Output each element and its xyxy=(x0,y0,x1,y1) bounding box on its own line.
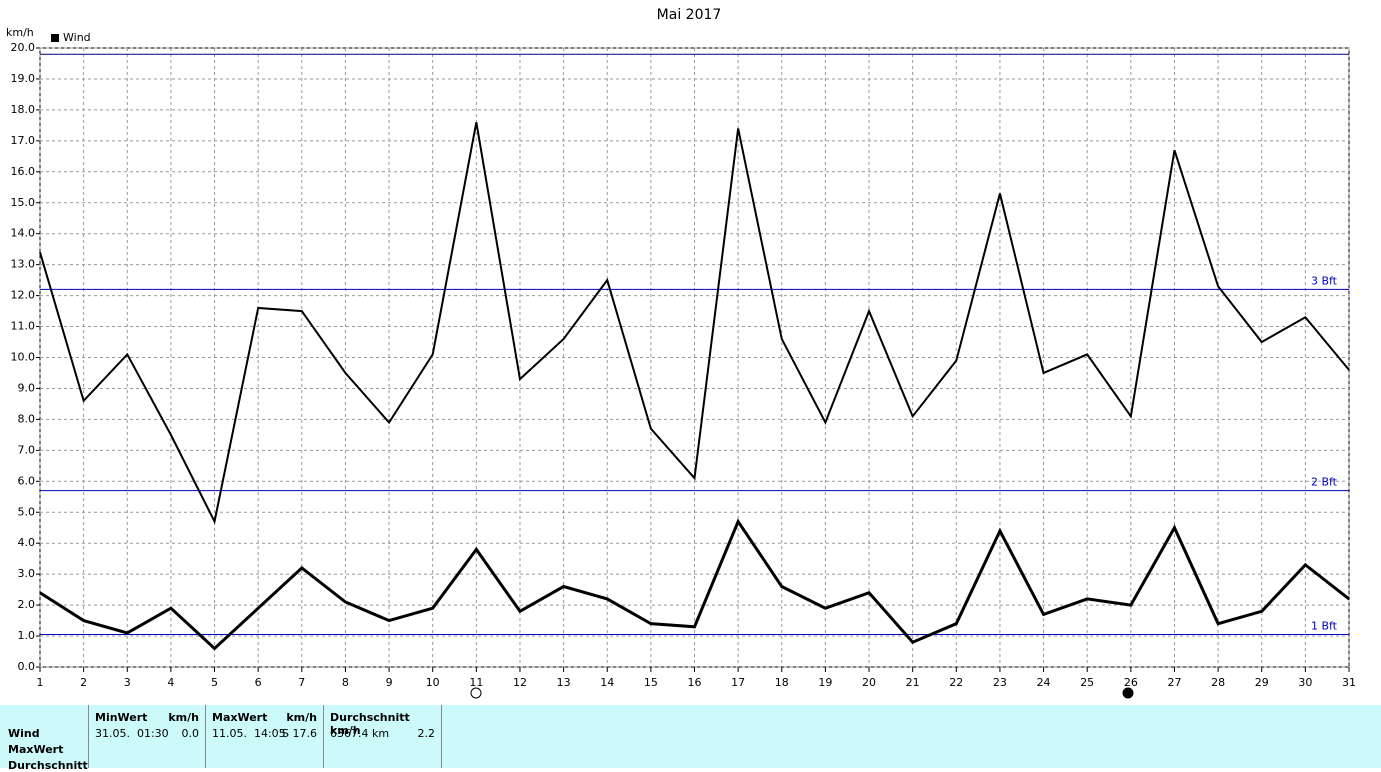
y-tick-label: 17.0 xyxy=(11,134,36,147)
y-tick-label: 3.0 xyxy=(18,567,36,580)
x-tick-label: 23 xyxy=(993,676,1007,689)
y-tick-label: 18.0 xyxy=(11,103,36,116)
x-tick-label: 27 xyxy=(1167,676,1181,689)
moon-new xyxy=(1122,687,1134,699)
column-header: MinWert xyxy=(95,711,148,724)
row-label: Wind xyxy=(8,727,40,740)
column-unit: km/h xyxy=(168,711,199,724)
x-tick-label: 24 xyxy=(1037,676,1051,689)
chart: Mai 2017 km/h 0.0 1.0 2.0 3.0 4.0 5.0 6.0 7.0 8.… xyxy=(6,7,1357,699)
y-tick-label: 16.0 xyxy=(11,165,36,178)
x-tick-label: 19 xyxy=(818,676,832,689)
x-tick-label: 6 xyxy=(255,676,262,689)
y-tick-label: 5.0 xyxy=(18,505,36,518)
stats-column: MinWert km/h 31.05. 01:30 0.0 xyxy=(88,705,205,768)
plot-area: 0.01.02.03.04.05.06.07.08.09.010.011.012… xyxy=(11,31,1357,689)
column-header: MaxWert xyxy=(212,711,268,724)
y-tick-label: 0.0 xyxy=(18,660,36,673)
row-label: Durchschnitt xyxy=(8,759,88,772)
y-tick-label: 13.0 xyxy=(11,258,36,271)
x-tick-label: 20 xyxy=(862,676,876,689)
x-tick-label: 12 xyxy=(513,676,527,689)
x-tick-label: 11 xyxy=(469,676,483,689)
x-tick-label: 8 xyxy=(342,676,349,689)
x-tick-label: 2 xyxy=(80,676,87,689)
legend-swatch xyxy=(51,34,59,42)
x-tick-label: 7 xyxy=(298,676,305,689)
x-tick-label: 22 xyxy=(949,676,963,689)
x-tick-label: 14 xyxy=(600,676,614,689)
y-axis-label: km/h xyxy=(6,26,34,39)
stats-panel: Wind MaxWert Durchschnitt MinWert km/h 3… xyxy=(0,705,1381,772)
y-tick-label: 11.0 xyxy=(11,320,36,333)
x-tick-label: 30 xyxy=(1298,676,1312,689)
x-tick-label: 1 xyxy=(37,676,44,689)
x-tick-label: 13 xyxy=(557,676,571,689)
stat-date: 11.05. 14:05 xyxy=(212,727,286,740)
x-tick-label: 25 xyxy=(1080,676,1094,689)
x-tick-label: 15 xyxy=(644,676,658,689)
y-tick-label: 19.0 xyxy=(11,72,36,85)
y-tick-label: 4.0 xyxy=(18,536,36,549)
stats-column: Durchschnitt km/h 6367.4 km 2.2 xyxy=(323,705,442,768)
x-tick-label: 28 xyxy=(1211,676,1225,689)
x-tick-label: 18 xyxy=(775,676,789,689)
legend-label: Wind xyxy=(63,31,91,44)
y-tick-label: 2.0 xyxy=(18,598,36,611)
y-tick-label: 7.0 xyxy=(18,443,36,456)
reference-label: 3 Bft xyxy=(1311,274,1338,287)
y-tick-label: 15.0 xyxy=(11,196,36,209)
x-tick-label: 26 xyxy=(1124,676,1138,689)
y-tick-label: 10.0 xyxy=(11,351,36,364)
x-tick-label: 16 xyxy=(688,676,702,689)
y-tick-label: 14.0 xyxy=(11,227,36,240)
y-tick-label: 9.0 xyxy=(18,381,36,394)
column-unit: km/h xyxy=(286,711,317,724)
y-tick-label: 20.0 xyxy=(11,41,36,54)
series-line xyxy=(39,518,1350,651)
series-line xyxy=(39,122,1350,525)
y-tick-label: 8.0 xyxy=(18,412,36,425)
stats-column: MaxWert km/h 11.05. 14:05 S 17.6 xyxy=(205,705,323,768)
stat-value: 0.0 xyxy=(181,727,200,740)
stat-value: S 17.6 xyxy=(282,727,317,740)
y-tick-label: 12.0 xyxy=(11,289,36,302)
reference-label: 1 Bft xyxy=(1311,620,1338,633)
y-tick-label: 1.0 xyxy=(18,629,36,642)
x-tick-label: 9 xyxy=(386,676,393,689)
x-tick-label: 21 xyxy=(906,676,920,689)
x-tick-label: 17 xyxy=(731,676,745,689)
row-label: MaxWert xyxy=(8,743,64,756)
chart-title: Mai 2017 xyxy=(657,7,722,23)
stat-value: 2.2 xyxy=(417,727,436,740)
x-tick-label: 10 xyxy=(426,676,440,689)
stat-date: 31.05. 01:30 xyxy=(95,727,169,740)
y-tick-label: 6.0 xyxy=(18,474,36,487)
x-tick-label: 4 xyxy=(167,676,174,689)
stat-date: 6367.4 km xyxy=(330,727,390,740)
x-tick-label: 5 xyxy=(211,676,218,689)
x-tick-label: 29 xyxy=(1255,676,1269,689)
x-tick-label: 3 xyxy=(124,676,131,689)
column-header: Durchschnitt km/h xyxy=(330,711,410,737)
moon-full xyxy=(470,687,482,699)
x-tick-label: 31 xyxy=(1342,676,1356,689)
reference-label: 2 Bft xyxy=(1311,476,1338,489)
